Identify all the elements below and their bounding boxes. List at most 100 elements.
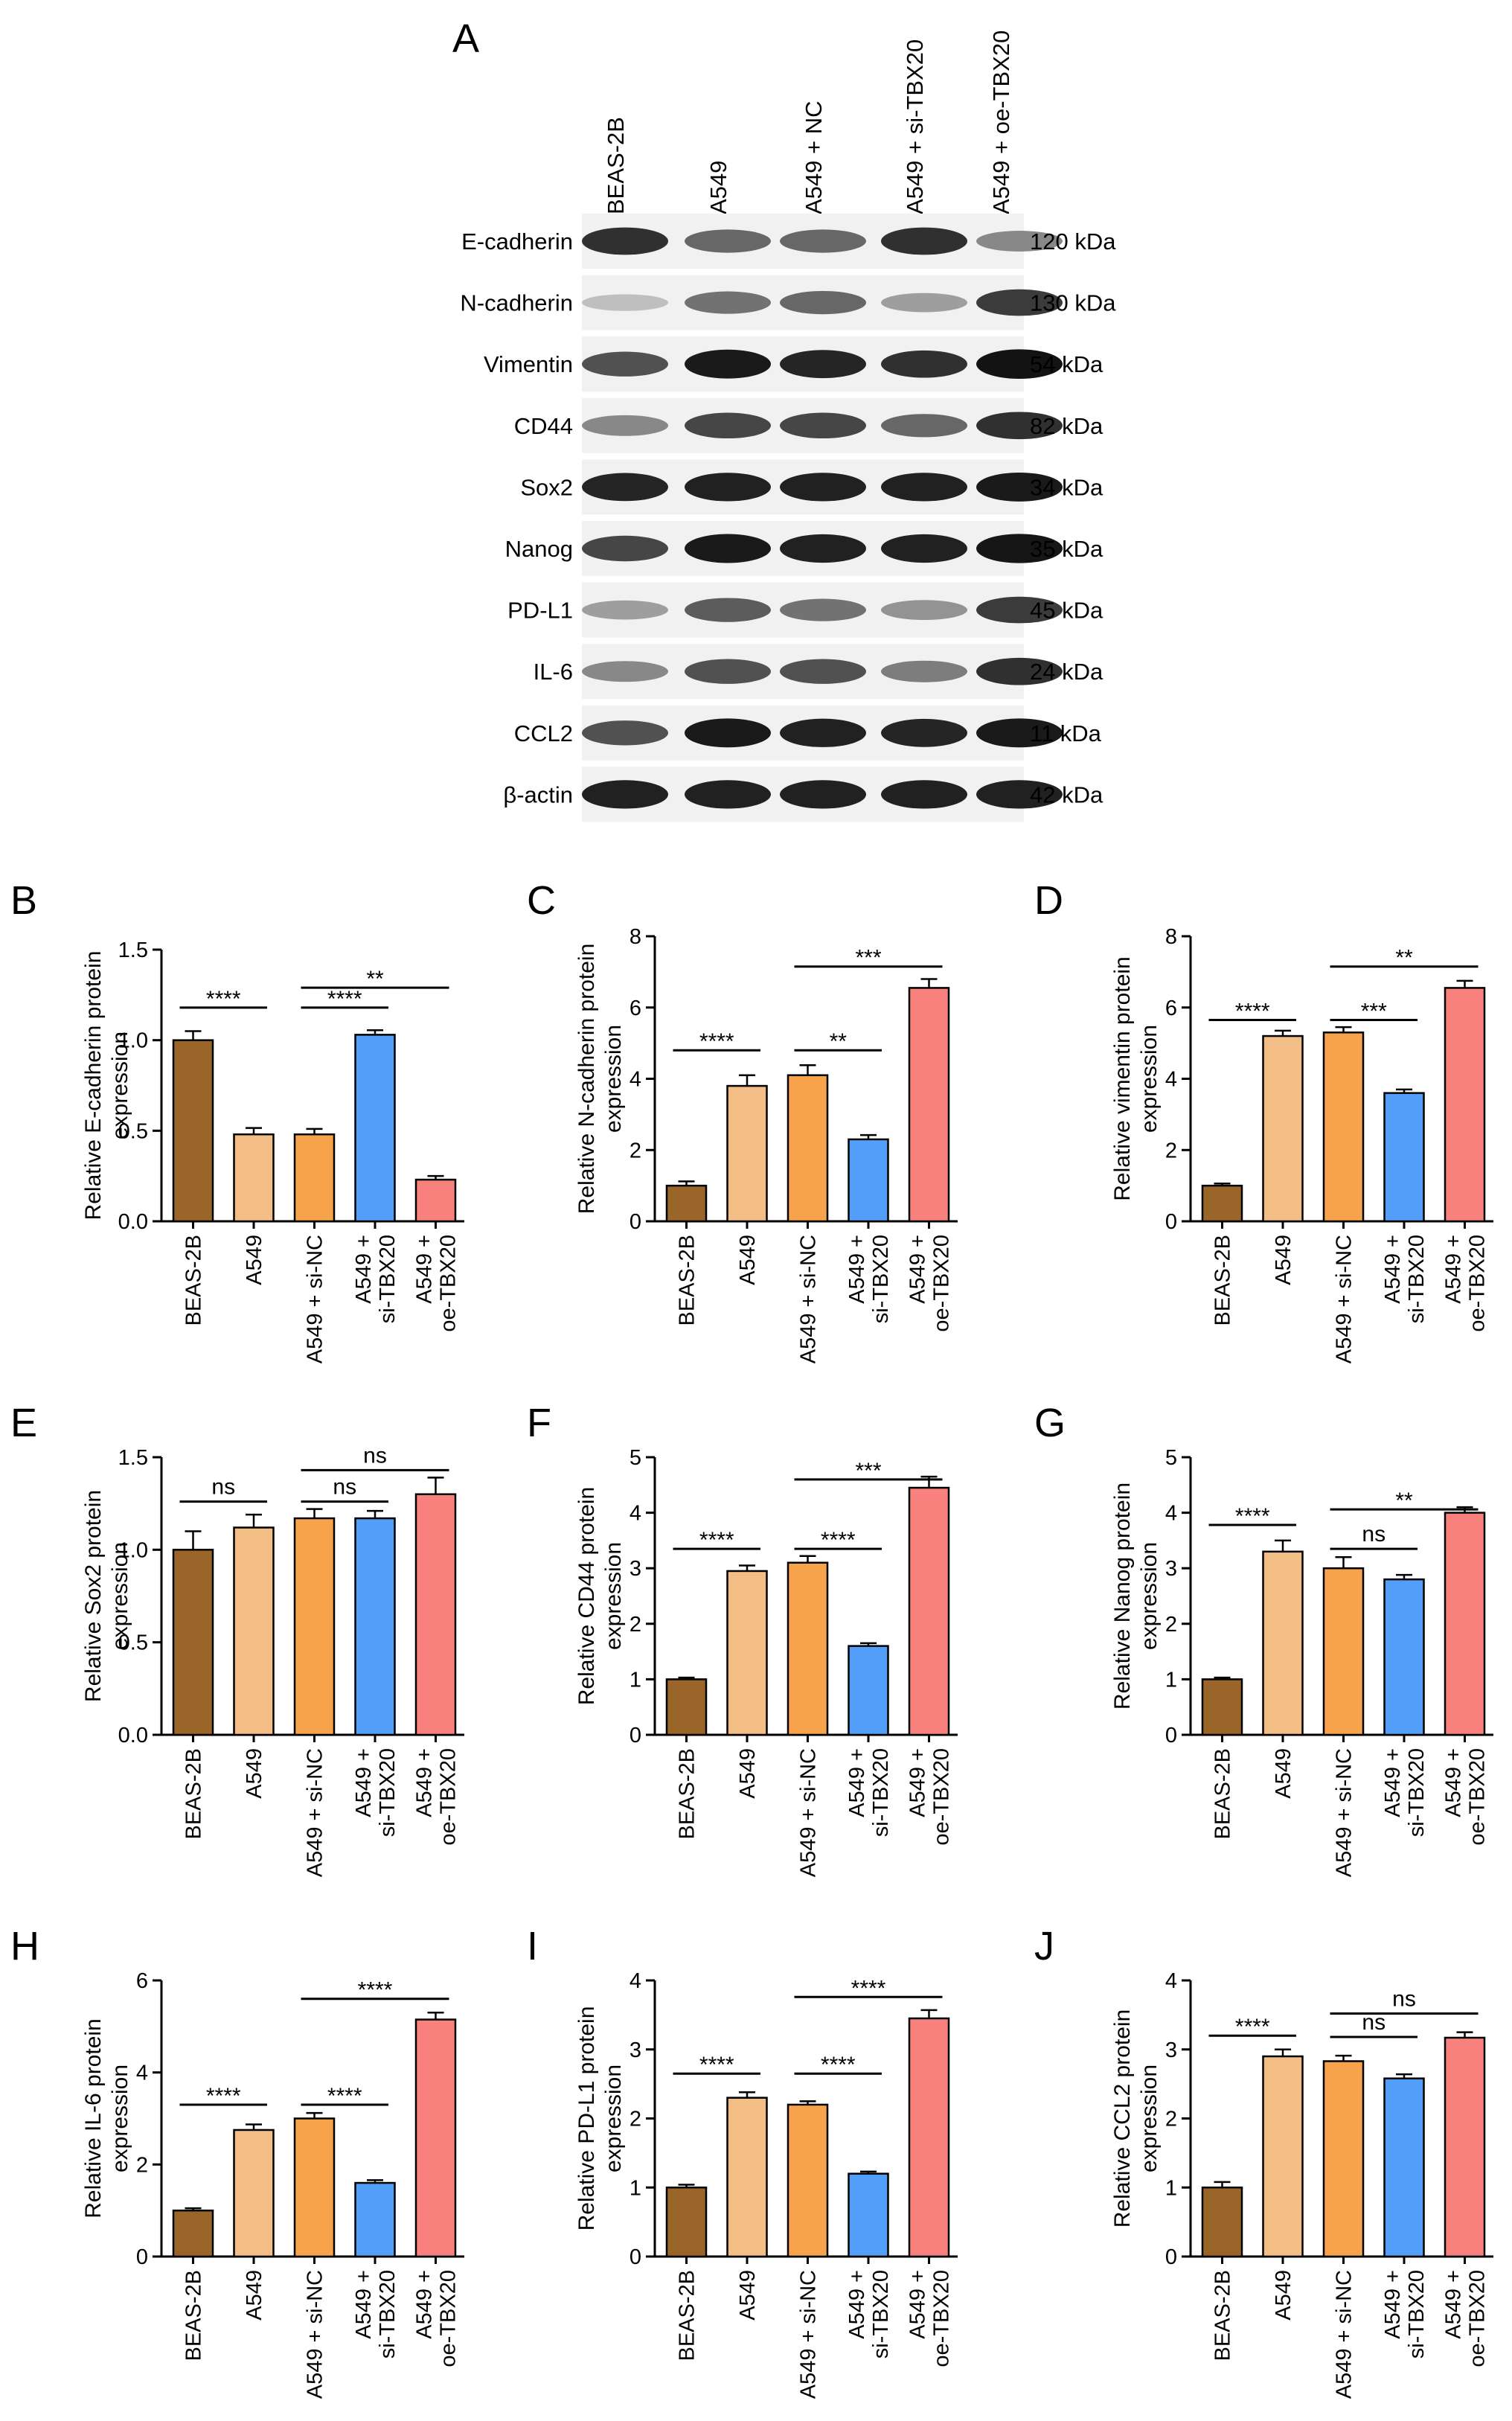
blot-band (976, 780, 1063, 809)
y-axis-label: Relative CD44 protein expression (574, 1487, 626, 1705)
x-tick-label-text: A549 (736, 1235, 760, 1285)
y-tick-label: 1.5 (118, 938, 148, 962)
y-axis-label-line1: Relative N-cadherin protein (574, 944, 599, 1215)
y-axis-label-line2: expression (108, 2065, 132, 2172)
blot-row: Vimentin 54 kDa (484, 336, 1103, 392)
y-axis-label-text: Relative PD-L1 protein expression (574, 2006, 626, 2231)
blot-band (582, 720, 668, 746)
bar-2 (293, 1133, 336, 1223)
x-tick-label: A549 (1272, 1748, 1295, 1799)
blot-band (685, 349, 771, 379)
blot-protein-label: Nanog (505, 536, 573, 562)
significance-label: **** (327, 987, 362, 1011)
y-axis-label-text: Relative CD44 protein expression (574, 1487, 626, 1705)
y-axis-label-line1: Relative E-cadherin protein (81, 951, 106, 1221)
significance-label: **** (821, 1528, 856, 1552)
y-tick-label: 1.0 (118, 1538, 148, 1562)
x-tick-label: BEAS-2B (1211, 1748, 1235, 1840)
y-axis-label-line1: Relative CCL2 protein (1110, 2009, 1135, 2227)
y-axis-label-text: Relative vimentin protein expression (1110, 956, 1162, 1201)
y-axis-label-line2: expression (1137, 2065, 1162, 2172)
significance-label: **** (358, 1978, 393, 2003)
x-tick-label: A549 (243, 1235, 266, 1285)
significance-label: *** (855, 1459, 881, 1483)
significance-label: ns (363, 1443, 387, 1468)
x-tick-label-line2: si-TBX20 (869, 1748, 893, 1837)
y-axis-label: Relative vimentin protein expression (1110, 956, 1162, 1201)
y-tick-label: 0 (630, 1724, 641, 1747)
x-tick-label: A549 + si-NC (304, 1235, 327, 1363)
blot-lane-label: BEAS-2B (603, 117, 629, 214)
blot-band (582, 294, 668, 311)
bar-0 (665, 2187, 708, 2258)
x-tick-label-text: A549 + si-NC (1333, 2270, 1356, 2399)
bar-4 (908, 987, 950, 1223)
blot-lane-label: A549 (705, 161, 731, 214)
bar-1 (726, 1570, 768, 1736)
x-tick-label-text: A549 +si-TBX20 (845, 1748, 893, 1837)
panel-letter-A: A (452, 16, 479, 61)
x-tick-label-text: A549 + si-NC (304, 1748, 327, 1877)
panel-letter: D (1034, 878, 1063, 923)
bar-3 (848, 1645, 889, 1736)
x-tick-label: A549 +si-TBX20 (352, 1235, 400, 1323)
bar-0 (172, 1039, 214, 1223)
x-tick-label-text: A549 +oe-TBX20 (906, 1235, 954, 1332)
x-tick-label-text: A549 + si-NC (797, 2270, 821, 2399)
blot-kda-label: 24 kDa (1030, 659, 1103, 685)
x-tick-label-line1: A549 + (906, 1235, 930, 1304)
blot-band (685, 473, 771, 502)
y-tick-label: 8 (1165, 925, 1177, 949)
blot-band (780, 534, 866, 563)
blot-band (881, 292, 967, 313)
x-tick-label-text: A549 +si-TBX20 (352, 1235, 400, 1323)
y-tick-label: 0 (1165, 1210, 1177, 1234)
y-tick-label: 3 (630, 2038, 641, 2062)
blot-protein-label: E-cadherin (461, 228, 573, 255)
y-tick-label: 4 (136, 2062, 148, 2085)
blot-lane-label: A549 + NC (801, 100, 827, 214)
bar-3 (354, 2181, 396, 2258)
blot-band (780, 718, 866, 747)
y-axis-label-text: Relative IL-6 protein expression (81, 2018, 132, 2218)
x-tick-label: A549 + si-NC (304, 1748, 327, 1877)
x-tick-label: A549 +oe-TBX20 (413, 1748, 461, 1846)
bar-3 (848, 1138, 889, 1223)
bar-0 (172, 2209, 214, 2258)
x-tick-label-line2: oe-TBX20 (1466, 1235, 1490, 1332)
x-tick-label-line1: A549 + (1381, 1235, 1405, 1304)
panel-letter: J (1034, 1924, 1054, 1969)
y-axis-label-line2: expression (108, 1032, 132, 1139)
blot-row: CD44 82 kDa (514, 397, 1103, 453)
blot-band (780, 291, 866, 315)
y-tick-label: 0 (630, 2245, 641, 2269)
y-tick-label: 0 (630, 1210, 641, 1234)
bar-2 (787, 1074, 829, 1223)
blot-kda-label: 35 kDa (1030, 536, 1103, 562)
x-tick-label-line2: si-TBX20 (1405, 1748, 1429, 1837)
bar-3 (354, 1034, 396, 1223)
y-tick-label: 1.0 (118, 1029, 148, 1053)
bar-1 (726, 2097, 768, 2258)
x-tick-label: A549 (243, 1748, 266, 1799)
panel-letter: H (10, 1924, 39, 1969)
y-tick-label: 8 (630, 925, 641, 949)
blot-band (582, 473, 668, 502)
x-tick-label-text: BEAS-2B (1211, 1235, 1235, 1326)
panel-letter: C (527, 878, 556, 923)
x-tick-label-text: A549 +oe-TBX20 (1442, 1748, 1490, 1846)
y-axis-label-line2: expression (601, 1025, 626, 1133)
significance-label: **** (821, 2053, 856, 2077)
x-tick-label-text: A549 + si-NC (797, 1235, 821, 1363)
x-tick-label-text: A549 (1272, 1235, 1295, 1285)
x-tick-label: BEAS-2B (676, 1235, 699, 1326)
y-tick-label: 5 (630, 1446, 641, 1470)
significance-label: *** (855, 946, 881, 970)
blot-band (582, 661, 668, 682)
blot-kda-label: 42 kDa (1030, 781, 1103, 807)
blot-band (780, 229, 866, 253)
y-axis-label-text: Relative Sox2 protein expression (81, 1490, 132, 1702)
x-tick-label: A549 +oe-TBX20 (413, 2270, 461, 2367)
